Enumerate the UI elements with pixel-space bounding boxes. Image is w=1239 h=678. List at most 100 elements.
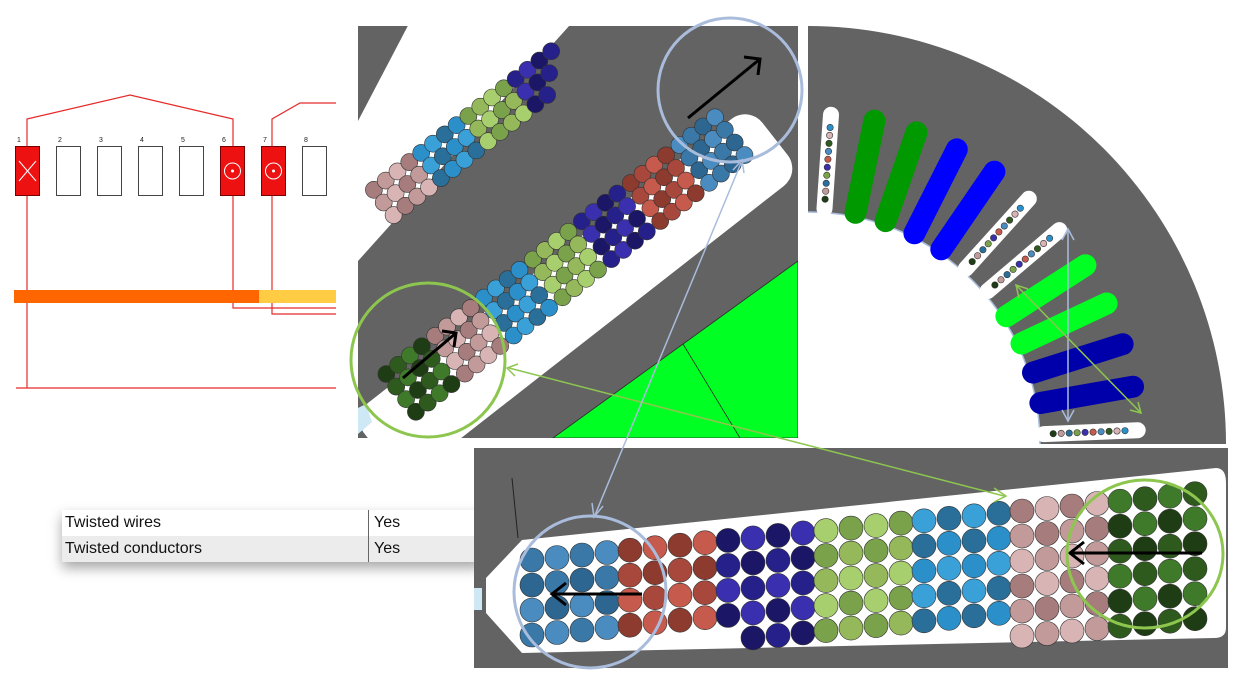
strand-wire (936, 506, 962, 531)
strand-wire (565, 279, 584, 297)
strand-wire (520, 273, 539, 292)
stator-canvas (808, 26, 1226, 444)
stator-cross-section-view (808, 26, 1226, 444)
stator-slot (874, 121, 928, 233)
strand-wire (508, 282, 527, 301)
strand-wire (990, 234, 998, 242)
strand-wire (1009, 498, 1035, 524)
property-row-twisted-conductors[interactable]: Twisted conductors Yes (62, 536, 482, 562)
zoomed-slot-canvas (358, 26, 798, 438)
strand-wire (936, 531, 962, 556)
strand-wire (1107, 613, 1133, 639)
strand-wire (412, 144, 431, 162)
strand-wire (986, 551, 1012, 576)
strand-wire (974, 252, 982, 260)
strand-wire (911, 533, 937, 559)
strand-wire (516, 82, 535, 101)
strand-wire (459, 107, 478, 125)
strand-wire (790, 595, 816, 621)
strand-wire (822, 179, 830, 187)
slot-8 (302, 146, 327, 196)
strand-wire (1157, 558, 1183, 584)
strand-wire (384, 206, 403, 224)
strand-wire (986, 576, 1012, 601)
strand-wire (888, 510, 914, 536)
strand-wire (1057, 429, 1065, 437)
strand-wire (790, 570, 816, 596)
strand-wire (455, 150, 474, 169)
strand-wire (813, 593, 839, 618)
strand-wire (997, 276, 1005, 284)
strand-wire (469, 119, 488, 138)
strand-wire (1049, 430, 1057, 438)
strand-wire (961, 503, 987, 529)
strand-wire (443, 160, 462, 178)
strand-wire (493, 101, 511, 119)
strand-wire (1059, 568, 1085, 594)
strand-wire (1065, 429, 1073, 437)
strand-wire (491, 123, 509, 141)
strand-wire (1006, 216, 1014, 224)
strand-wire (555, 266, 574, 285)
strand-wire (594, 615, 620, 640)
strand-wire (436, 125, 454, 144)
strand-wire (765, 548, 791, 573)
slot-number: 7 (263, 137, 267, 144)
strand-wire (863, 563, 889, 588)
strand-wire (569, 542, 595, 568)
stator-slot (930, 160, 1006, 261)
strand-wire (553, 288, 572, 307)
strand-wire (1015, 260, 1023, 268)
strand-wire (1009, 523, 1035, 549)
strand-wire (1107, 588, 1133, 614)
strand-wire (519, 572, 545, 598)
strand-wire (1034, 621, 1060, 646)
strand-wire (534, 263, 552, 281)
strand-wire (790, 520, 816, 546)
slot-number: 1 (17, 137, 21, 144)
strand-wire (1089, 428, 1097, 436)
strand-wire (1059, 618, 1085, 644)
strand-wire (667, 532, 693, 558)
strand-wire (506, 304, 525, 323)
strand-wire (1009, 548, 1035, 574)
strand-wire (1084, 491, 1110, 516)
strand-wire (740, 575, 766, 601)
properties-table: Twisted wires Yes Twisted conductors Yes (62, 510, 482, 562)
slot-number: 6 (222, 137, 226, 144)
strand-wire (692, 555, 718, 580)
strand-wire (1011, 210, 1019, 218)
strand-wire (1016, 204, 1024, 212)
strand-wire (642, 585, 668, 610)
strand-wire (519, 597, 545, 623)
strand-wire (386, 184, 405, 202)
strand-wire (822, 187, 830, 195)
strand-wire (813, 518, 839, 543)
strand-wire (692, 580, 718, 605)
strand-wire (542, 42, 560, 61)
property-value[interactable]: Yes (374, 540, 401, 557)
slot-1 (15, 146, 40, 196)
strand-wire (740, 600, 766, 626)
property-value[interactable]: Yes (374, 514, 401, 531)
strand-wire (1157, 508, 1183, 534)
strand-wire (1084, 591, 1110, 616)
strand-wire (1081, 428, 1089, 436)
strand-wire (825, 139, 833, 147)
unrolled-slot-canvas (474, 468, 1226, 653)
slot-5 (179, 146, 204, 196)
property-row-twisted-wires[interactable]: Twisted wires Yes (62, 510, 482, 536)
strand-wire (1105, 427, 1113, 435)
strand-wire (422, 156, 440, 175)
strand-wire (667, 557, 693, 583)
conductor-dot-icon (224, 162, 241, 180)
strand-wire (863, 613, 889, 638)
strand-wire (530, 51, 549, 70)
strand-wire (986, 526, 1012, 551)
stator-slot (844, 109, 886, 224)
strand-wire (1107, 488, 1133, 514)
strand-wire (540, 64, 558, 83)
strand-wire (432, 169, 450, 187)
strand-wire (692, 605, 718, 630)
strand-wire (667, 582, 693, 608)
